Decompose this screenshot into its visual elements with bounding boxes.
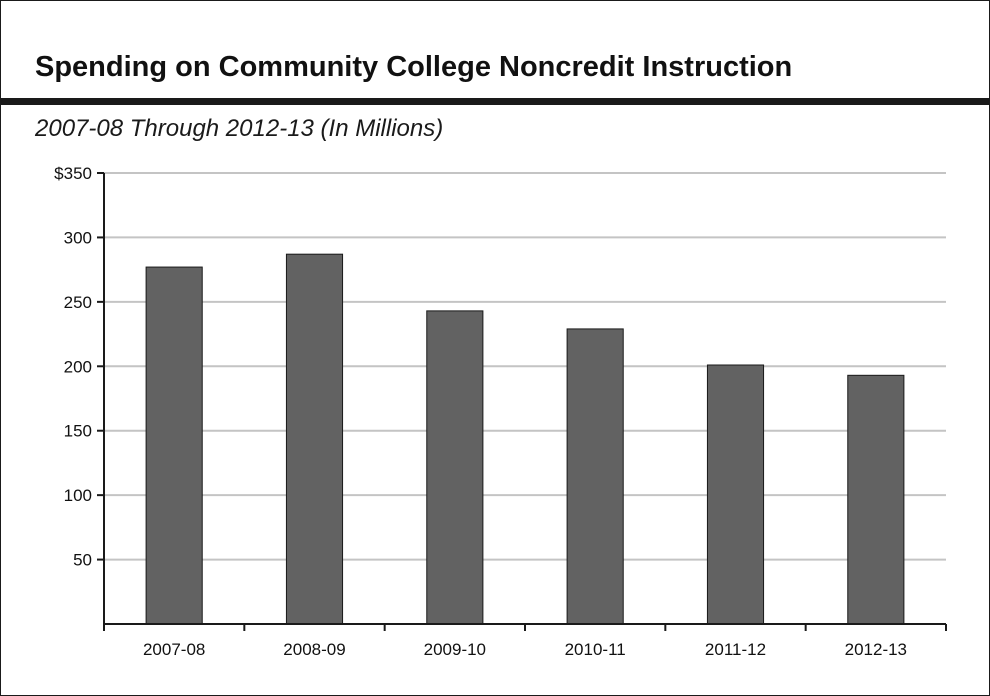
x-tick-label: 2012-13 [845, 640, 907, 659]
y-tick-label: 200 [64, 357, 92, 376]
y-tick-label: 50 [73, 551, 92, 570]
tick-labels: 50 100 150 200 250 300 $350 2007-08 2008-09 2009-… [54, 164, 907, 659]
bar-2011-12 [706, 364, 765, 625]
bar-2007-08 [145, 266, 203, 625]
bar-2009-10 [426, 310, 484, 625]
y-tick-label: 300 [64, 228, 92, 247]
bar-2012-13 [847, 374, 905, 625]
x-tick-label: 2010-11 [565, 640, 626, 659]
bars [145, 253, 905, 625]
y-tick-label: 100 [64, 486, 92, 505]
y-tick-label: $350 [54, 164, 92, 183]
chart-title: Spending on Community College Noncredit … [35, 51, 793, 83]
x-tick-label: 2009-10 [424, 640, 486, 659]
x-tick-label: 2008-09 [283, 640, 345, 659]
chart-subtitle: 2007-08 Through 2012-13 (In Millions) [35, 115, 444, 142]
y-tick-label: 150 [64, 422, 92, 441]
y-tick-label: 250 [64, 293, 92, 312]
x-tick-label: 2007-08 [143, 640, 205, 659]
bar-2008-09 [285, 253, 344, 625]
bar-2010-11 [566, 328, 624, 625]
x-tick-label: 2011-12 [705, 640, 766, 659]
axes [97, 172, 947, 631]
gridlines [104, 172, 946, 561]
title-divider [1, 98, 989, 105]
